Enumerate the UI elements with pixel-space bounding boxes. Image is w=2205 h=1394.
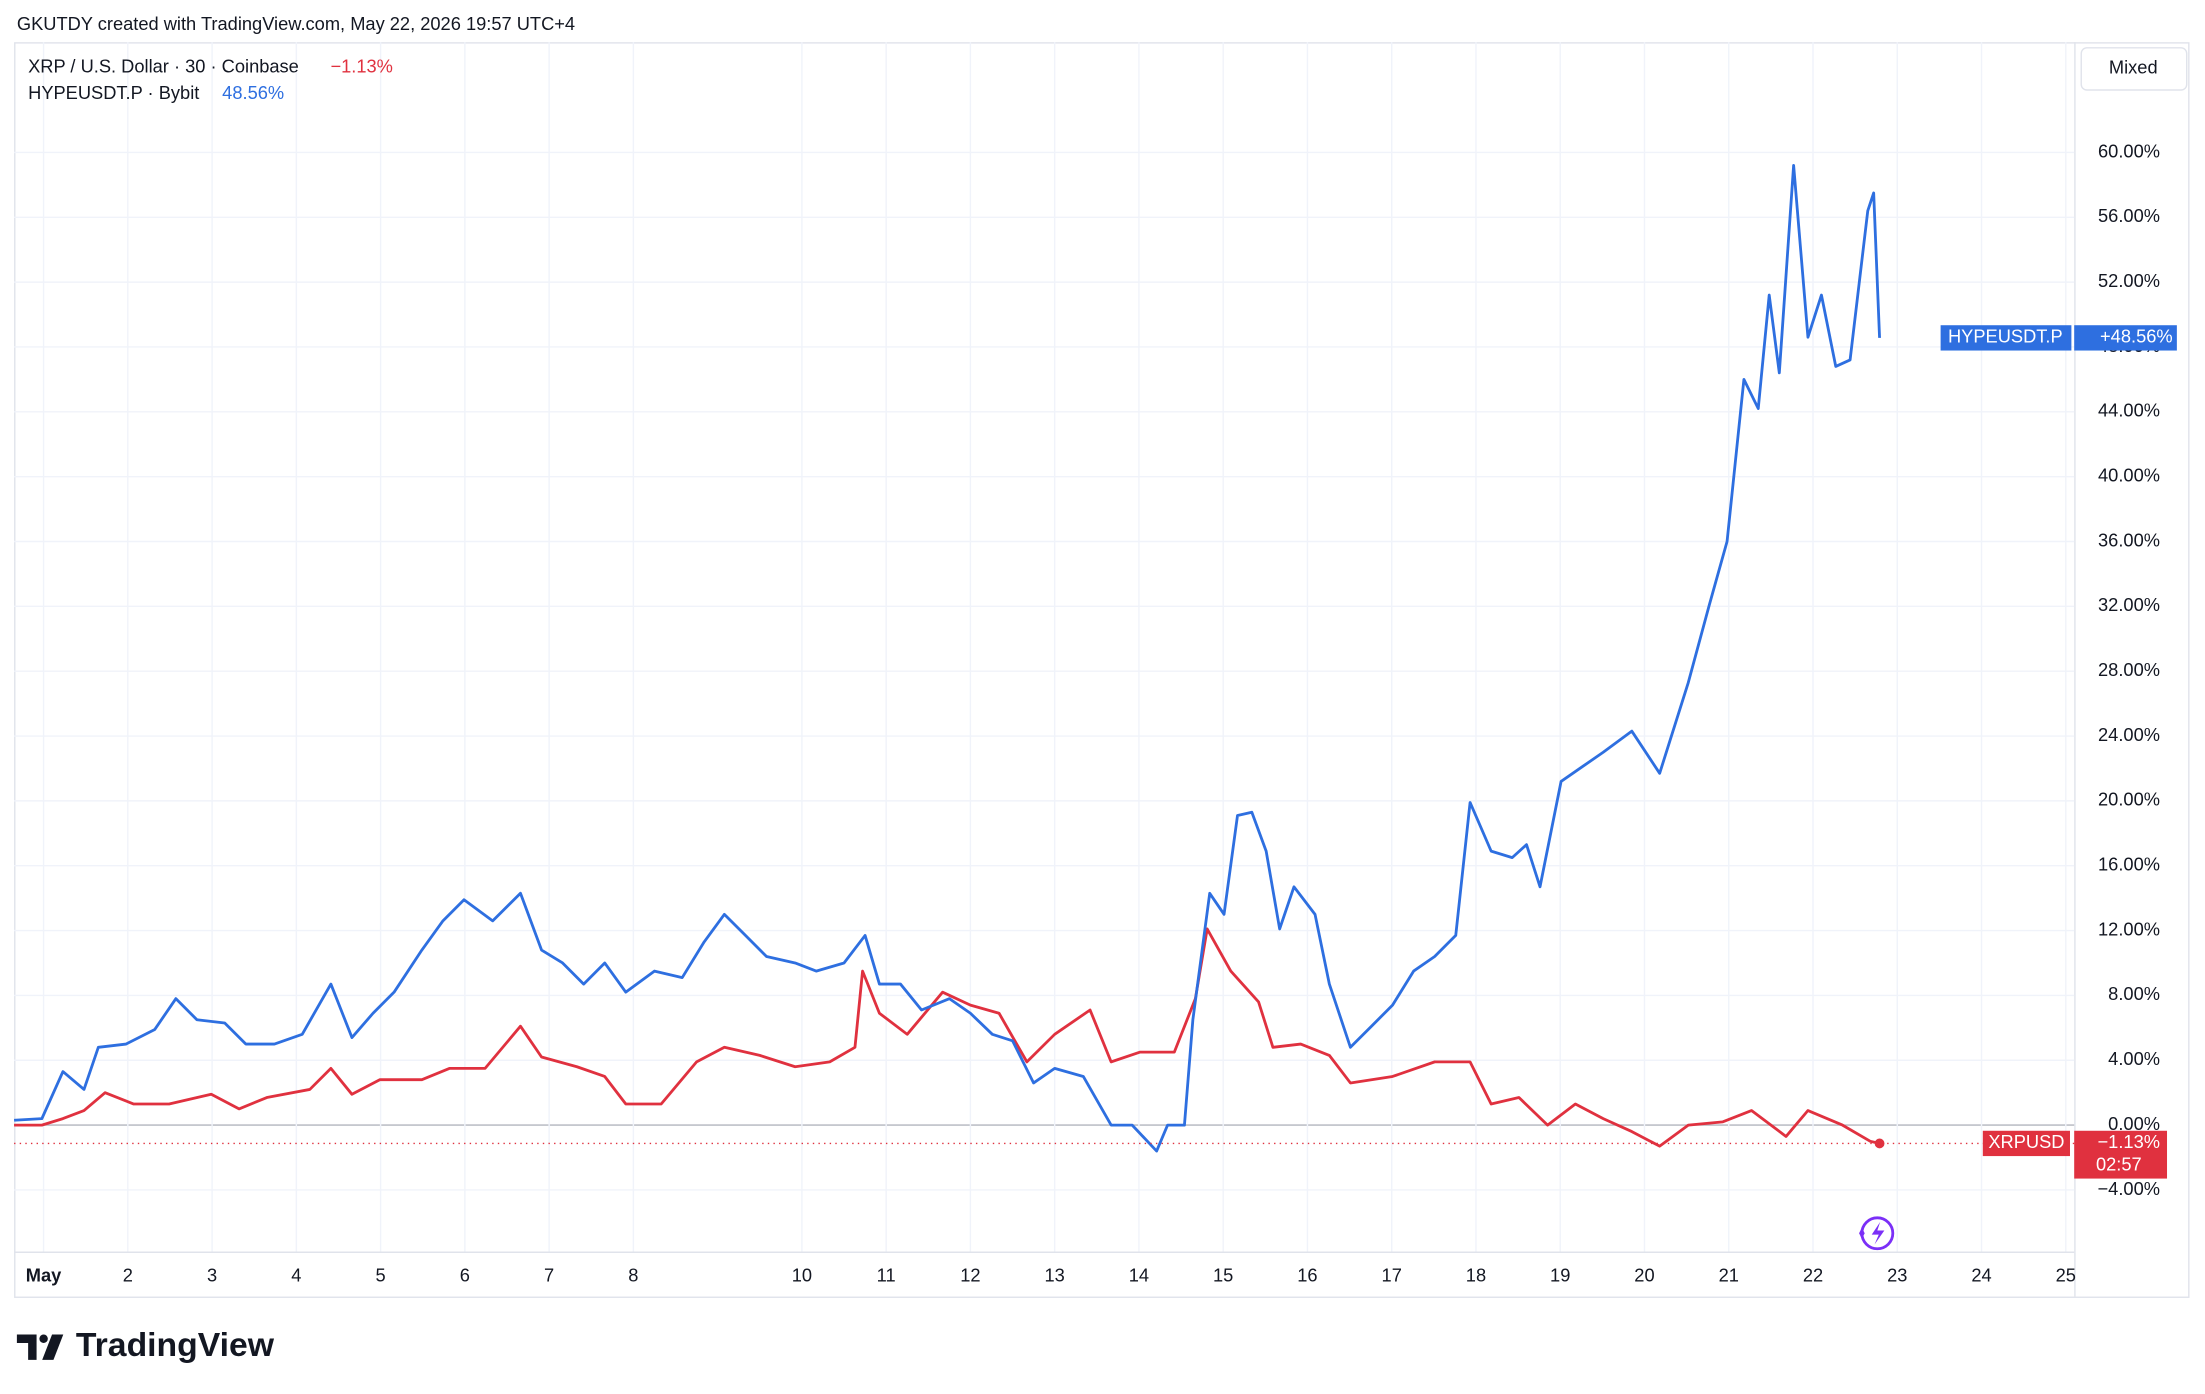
last-price-dot — [1874, 1138, 1885, 1149]
chart-frame — [14, 42, 2190, 1298]
y-tick-label: 0.00% — [2108, 1113, 2160, 1134]
x-tick-label: 22 — [1803, 1265, 1823, 1286]
x-tick-label: 20 — [1634, 1265, 1654, 1286]
x-tick-label: 14 — [1129, 1265, 1149, 1286]
symbol-tag-text: HYPEUSDT.P — [1948, 326, 2063, 347]
x-tick-label: 3 — [207, 1265, 217, 1286]
y-tick-label: 24.00% — [2098, 724, 2160, 745]
y-tick-label: 4.00% — [2108, 1048, 2160, 1069]
y-tick-label: 16.00% — [2098, 854, 2160, 875]
x-tick-label: 24 — [1971, 1265, 1991, 1286]
price-tag-text: −1.13% — [2098, 1131, 2160, 1152]
price-tag — [2074, 325, 2177, 351]
y-tick-label: 32.00% — [2098, 594, 2160, 615]
scale-mode-label[interactable]: Mixed — [2109, 57, 2158, 78]
y-tick-label: 44.00% — [2098, 400, 2160, 421]
y-tick-label: 52.00% — [2098, 270, 2160, 291]
x-tick-label: 12 — [960, 1265, 980, 1286]
x-tick-label: 8 — [628, 1265, 638, 1286]
price-tag-text: +48.56% — [2100, 326, 2173, 347]
legend-symbol: XRP / U.S. Dollar · 30 · Coinbase — [28, 55, 299, 76]
y-tick-label: 60.00% — [2098, 140, 2160, 161]
x-tick-label: 15 — [1213, 1265, 1233, 1286]
countdown-text: 02:57 — [2096, 1154, 2142, 1175]
legend-symbol: HYPEUSDT.P · Bybit — [28, 82, 199, 103]
x-tick-label: 13 — [1045, 1265, 1065, 1286]
series-line — [13, 163, 1881, 1153]
x-tick-label: 10 — [792, 1265, 812, 1286]
x-tick-label: 11 — [877, 1265, 896, 1286]
y-tick-label: −4.00% — [2098, 1178, 2160, 1199]
y-tick-label: 20.00% — [2098, 789, 2160, 810]
y-tick-label: 28.00% — [2098, 659, 2160, 680]
x-tick-label: 25 — [2056, 1265, 2076, 1286]
symbol-tag — [1940, 325, 2072, 351]
y-tick-label: 8.00% — [2108, 983, 2160, 1004]
x-tick-label: 6 — [460, 1265, 470, 1286]
x-tick-label: 18 — [1466, 1265, 1486, 1286]
x-tick-label: 4 — [291, 1265, 301, 1286]
lines — [13, 163, 2075, 1153]
price-tag — [2074, 1130, 2168, 1179]
logo-mark — [16, 1334, 64, 1360]
symbol-tag — [1982, 1130, 2070, 1157]
x-tick-label: 21 — [1719, 1265, 1739, 1286]
legend-change: −1.13% — [330, 55, 392, 76]
y-tick-label: 40.00% — [2098, 464, 2160, 485]
y-tick-label: 12.00% — [2098, 918, 2160, 939]
x-tick-label: 5 — [376, 1265, 386, 1286]
legend-change: 48.56% — [222, 82, 284, 103]
x-tick-label: 17 — [1382, 1265, 1402, 1286]
labels: XRP / U.S. Dollar · 30 · Coinbase −1.13%… — [16, 47, 2188, 1364]
x-tick-label: 16 — [1297, 1265, 1317, 1286]
symbol-tag-text: XRPUSD — [1988, 1131, 2064, 1152]
x-tick-label: 19 — [1550, 1265, 1570, 1286]
x-tick-label: 23 — [1887, 1265, 1907, 1286]
y-tick-label: 56.00% — [2098, 205, 2160, 226]
x-tick-label: 2 — [123, 1265, 133, 1286]
header: GKUTDY created with TradingView.com, May… — [17, 13, 575, 34]
y-tick-label: 36.00% — [2098, 529, 2160, 550]
lightning-icon[interactable] — [1859, 1216, 1895, 1251]
scale-mode-button[interactable] — [2080, 47, 2188, 91]
series-line — [14, 927, 1880, 1148]
logo-text: TradingView — [76, 1326, 275, 1364]
x-tick-label: May — [26, 1265, 62, 1286]
grid — [14, 42, 2075, 1252]
x-tick-label: 7 — [544, 1265, 554, 1286]
